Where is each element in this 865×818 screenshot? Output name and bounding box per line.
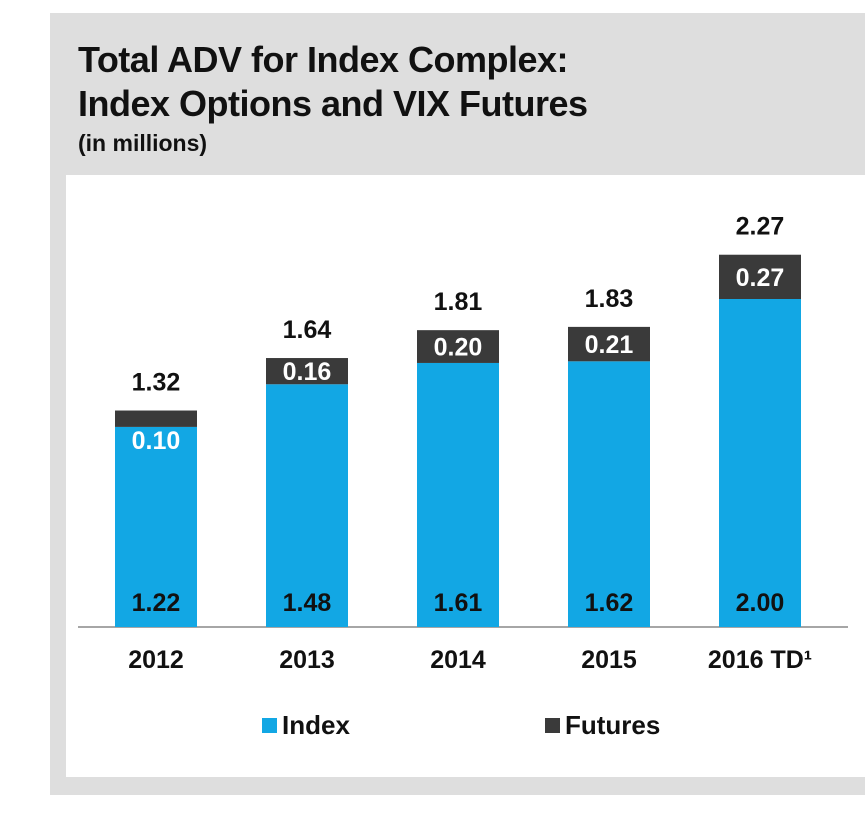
data-label-futures-2: 0.20 [434, 334, 483, 362]
legend-label-index: Index [282, 710, 350, 740]
chart-title: Total ADV for Index Complex: Index Optio… [78, 38, 588, 126]
data-label-index-4: 2.00 [736, 589, 785, 617]
legend-item-index: Index [262, 710, 350, 741]
legend-label-futures: Futures [565, 710, 661, 740]
title-line-1: Total ADV for Index Complex: [78, 39, 569, 80]
title-line-2: Index Options and VIX Futures [78, 83, 588, 124]
total-label-0: 1.32 [132, 369, 181, 397]
bar-index-1 [266, 384, 348, 627]
total-label-3: 1.83 [585, 285, 634, 313]
x-tick-label-4: 2016 TD¹ [708, 646, 812, 674]
total-label-2: 1.81 [434, 288, 483, 316]
bar-index-3 [568, 361, 650, 627]
bar-futures-2 [417, 330, 499, 363]
legend-swatch-index [262, 718, 277, 733]
data-label-index-0: 1.22 [132, 589, 181, 617]
x-tick-label-2: 2014 [430, 646, 486, 674]
legend-swatch-futures [545, 718, 560, 733]
x-tick-label-3: 2015 [581, 646, 637, 674]
legend-item-futures: Futures [545, 710, 660, 741]
x-tick-label-1: 2013 [279, 646, 335, 674]
total-label-4: 2.27 [736, 213, 785, 241]
chart-subtitle: (in millions) [78, 130, 208, 156]
data-label-futures-3: 0.21 [585, 331, 634, 359]
x-tick-label-0: 2012 [128, 646, 184, 674]
data-label-futures-0: 0.10 [132, 427, 181, 455]
total-label-1: 1.64 [283, 316, 332, 344]
data-label-index-3: 1.62 [585, 589, 634, 617]
data-label-futures-1: 0.16 [283, 358, 332, 386]
bar-futures-3 [568, 326, 650, 362]
data-label-index-1: 1.48 [283, 589, 332, 617]
bar-index-0 [115, 426, 197, 627]
bar-index-2 [417, 362, 499, 627]
bar-futures-4 [719, 254, 801, 299]
data-label-futures-4: 0.27 [736, 264, 785, 292]
data-label-index-2: 1.61 [434, 589, 483, 617]
bar-futures-0 [115, 410, 197, 427]
bar-index-4 [719, 299, 801, 627]
bar-futures-1 [266, 358, 348, 385]
